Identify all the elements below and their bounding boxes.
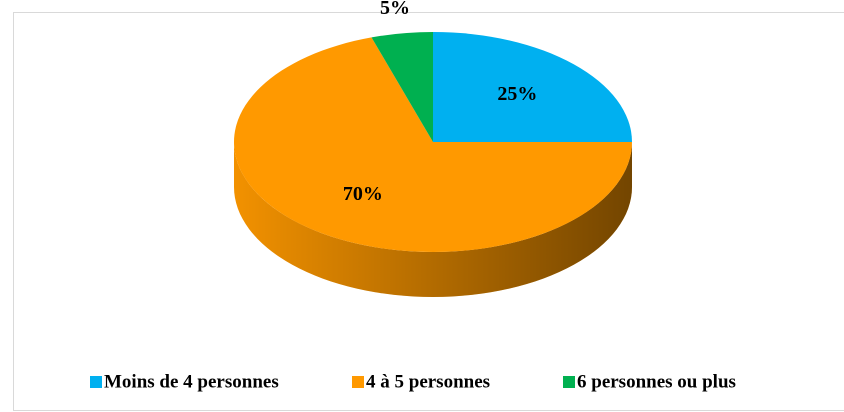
legend-swatch xyxy=(352,376,364,388)
slice xyxy=(371,32,433,142)
legend-label: Moins de 4 personnes xyxy=(104,371,279,392)
data-label: 25% xyxy=(497,83,537,105)
legend-swatch xyxy=(90,376,102,388)
slice xyxy=(433,32,632,142)
slice xyxy=(234,37,632,252)
data-label: 70% xyxy=(343,183,383,205)
slice-side-shade xyxy=(234,142,632,297)
legend-label: 4 à 5 personnes xyxy=(366,371,490,392)
legend-label: 6 personnes ou plus xyxy=(577,371,736,392)
data-label: 5% xyxy=(380,0,410,19)
legend-swatch xyxy=(563,376,575,388)
